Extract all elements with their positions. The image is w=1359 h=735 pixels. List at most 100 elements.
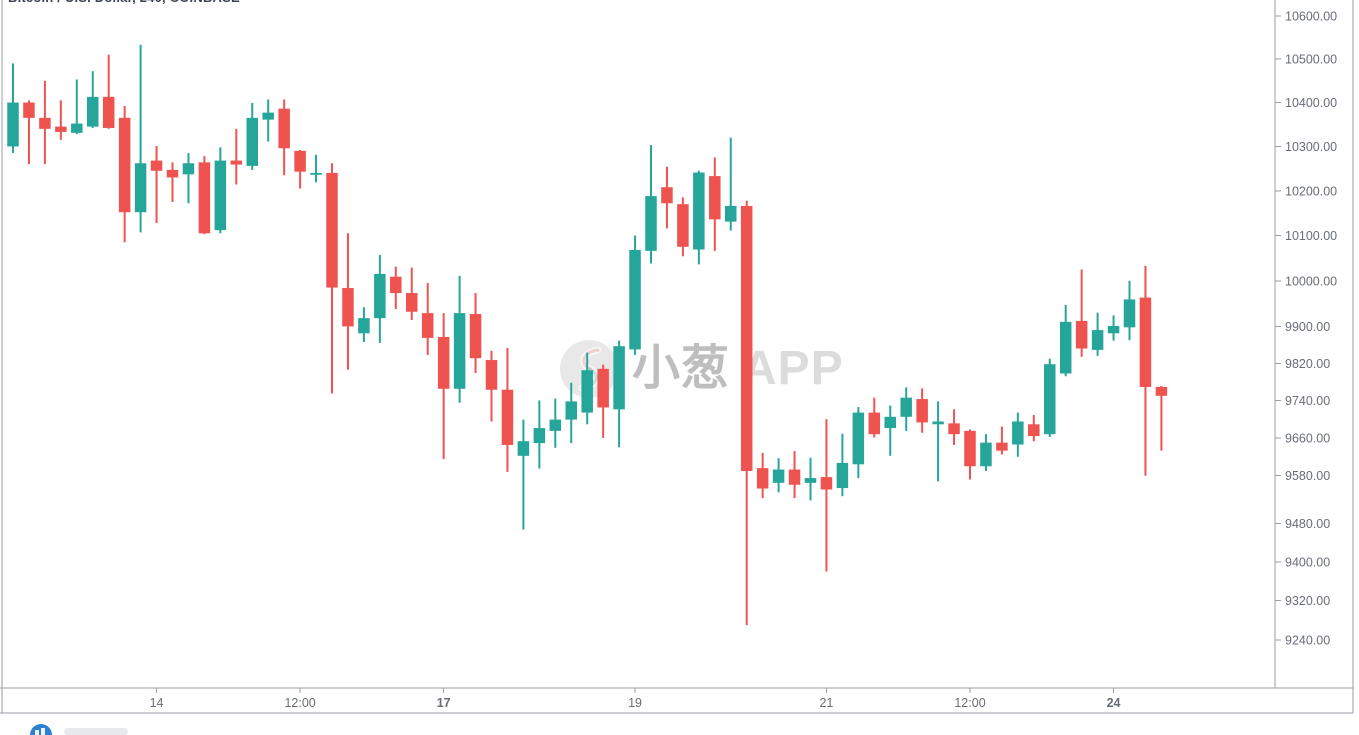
candle-body[interactable] (182, 163, 195, 175)
candle-body[interactable] (517, 441, 530, 456)
candle-body[interactable] (1059, 321, 1072, 374)
candle-body[interactable] (772, 469, 785, 483)
candle-wick[interactable] (155, 146, 158, 223)
candle-wick[interactable] (1080, 269, 1083, 357)
candle-body[interactable] (87, 96, 99, 127)
candle-body[interactable] (342, 288, 354, 327)
candle-body[interactable] (246, 117, 259, 166)
candle-wick[interactable] (522, 419, 525, 530)
provider-logo-icon[interactable] (28, 723, 54, 735)
candles-layer[interactable] (7, 44, 1168, 626)
candle[interactable] (1091, 312, 1104, 356)
candle[interactable] (55, 100, 67, 140)
candle[interactable] (71, 79, 83, 135)
candle-body[interactable] (756, 468, 769, 489)
candle-body[interactable] (820, 477, 833, 490)
candle-body[interactable] (230, 160, 243, 165)
candle-body[interactable] (358, 318, 370, 334)
candle-body[interactable] (725, 205, 737, 222)
candle-body[interactable] (262, 112, 274, 120)
candle[interactable] (421, 283, 434, 355)
candle-wick[interactable] (27, 100, 30, 165)
candle[interactable] (756, 453, 769, 499)
candle[interactable] (629, 235, 641, 355)
candle-body[interactable] (326, 172, 338, 288)
candle[interactable] (7, 63, 19, 154)
candle-body[interactable] (980, 442, 992, 467)
candle[interactable] (1107, 315, 1120, 341)
candle-body[interactable] (278, 108, 290, 149)
candle-wick[interactable] (139, 44, 142, 233)
candle[interactable] (772, 458, 785, 493)
candle-body[interactable] (1012, 421, 1024, 445)
candle[interactable] (214, 147, 227, 234)
candle-body[interactable] (661, 187, 673, 204)
candle[interactable] (1075, 269, 1088, 357)
candle-body[interactable] (310, 172, 322, 175)
candle-body[interactable] (852, 412, 865, 465)
candle-body[interactable] (948, 423, 960, 435)
candle[interactable] (1059, 304, 1072, 377)
candle-wick[interactable] (107, 54, 110, 129)
candle[interactable] (693, 170, 705, 265)
candle-body[interactable] (1139, 297, 1152, 387)
candle-body[interactable] (485, 360, 498, 390)
candle[interactable] (262, 99, 274, 142)
candle[interactable] (1155, 386, 1168, 451)
candle-body[interactable] (1107, 325, 1120, 334)
candle-body[interactable] (390, 276, 402, 294)
candle-body[interactable] (118, 117, 131, 213)
time-axis[interactable]: 14 12:00 17 19 21 12:00 24 (150, 688, 1121, 710)
candle[interactable] (1012, 412, 1024, 457)
candle[interactable] (469, 293, 482, 373)
candle[interactable] (709, 157, 721, 251)
candle-body[interactable] (437, 336, 450, 389)
candle-body[interactable] (916, 399, 928, 423)
candle[interactable] (118, 106, 131, 243)
candle-wick[interactable] (235, 128, 238, 185)
candle-body[interactable] (501, 389, 514, 445)
candle[interactable] (406, 267, 418, 320)
candle-wick[interactable] (1160, 386, 1163, 451)
candle-body[interactable] (214, 160, 227, 231)
candle[interactable] (326, 163, 338, 394)
candle[interactable] (820, 419, 833, 572)
candle[interactable] (1028, 414, 1040, 442)
candle[interactable] (1123, 280, 1136, 341)
candle[interactable] (1139, 265, 1152, 476)
candle[interactable] (246, 102, 259, 170)
candle[interactable] (677, 197, 689, 257)
candle-body[interactable] (932, 421, 944, 425)
candle[interactable] (740, 200, 753, 626)
provider-logo[interactable] (28, 723, 128, 735)
candle[interactable] (278, 99, 290, 176)
candle[interactable] (852, 406, 865, 479)
candle-body[interactable] (677, 204, 689, 247)
candle[interactable] (836, 433, 849, 497)
candle[interactable] (996, 426, 1008, 455)
candle[interactable] (948, 409, 960, 445)
candle-wick[interactable] (729, 137, 732, 231)
candle[interactable] (166, 162, 179, 202)
candle-body[interactable] (421, 313, 434, 338)
candle-body[interactable] (374, 273, 386, 319)
candle[interactable] (533, 400, 546, 469)
candle[interactable] (597, 364, 609, 438)
candle[interactable] (23, 100, 35, 165)
candle[interactable] (437, 313, 450, 460)
candle-body[interactable] (39, 117, 51, 129)
candle-body[interactable] (996, 442, 1008, 451)
candle[interactable] (134, 44, 147, 233)
candle-body[interactable] (533, 428, 546, 444)
candle-wick[interactable] (187, 153, 190, 204)
candle-body[interactable] (453, 313, 466, 389)
candle[interactable] (182, 153, 195, 204)
candle[interactable] (884, 405, 897, 456)
candle-body[interactable] (1044, 364, 1056, 435)
candle[interactable] (342, 233, 354, 370)
candle[interactable] (581, 352, 593, 425)
candle-body[interactable] (645, 196, 657, 251)
candle-body[interactable] (964, 430, 976, 467)
candle-body[interactable] (1123, 299, 1136, 328)
candle[interactable] (390, 266, 402, 310)
